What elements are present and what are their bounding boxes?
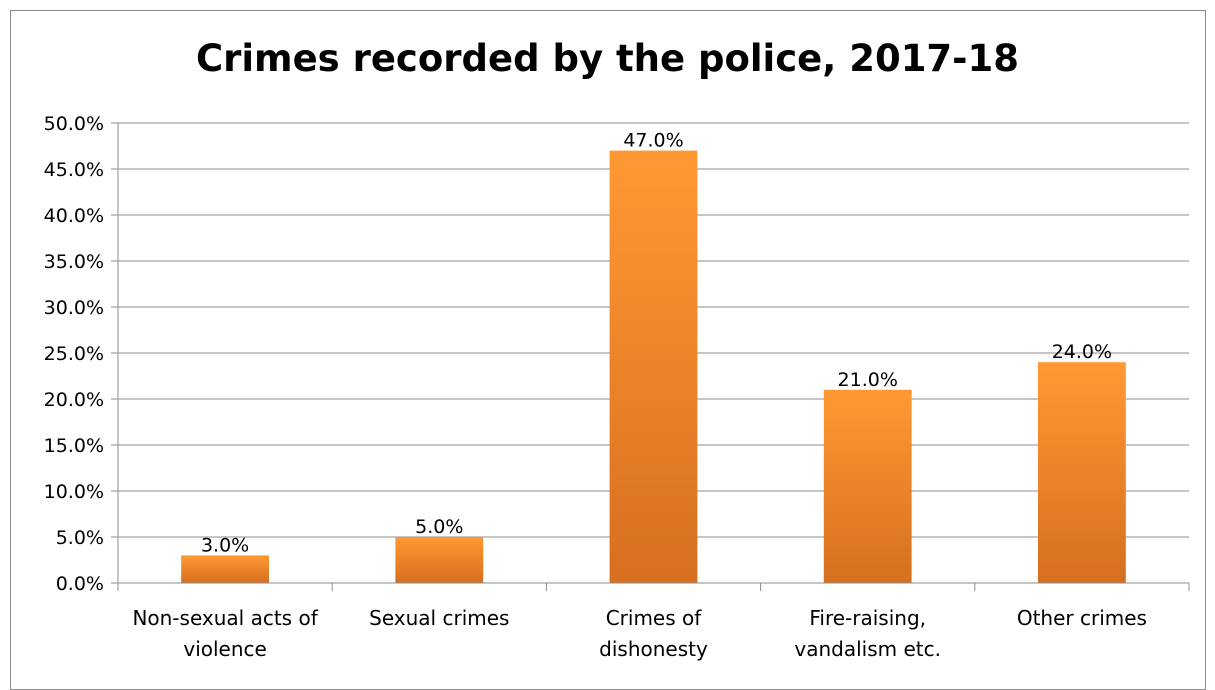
x-tick-label: Sexual crimes: [369, 606, 509, 630]
x-tick-label: Fire-raising,: [809, 606, 926, 630]
x-tick-label: dishonesty: [599, 637, 708, 661]
x-tick-label: Non-sexual acts of: [132, 606, 318, 630]
bar: [609, 150, 698, 583]
data-label: 21.0%: [838, 369, 898, 391]
bar-chart: 0.0% 5.0% 10.0% 15.0% 20.0% 25.0% 30.0% 35.0% 40…: [44, 113, 1190, 661]
data-labels: 3.0% 5.0% 47.0% 21.0% 24.0%: [201, 130, 1112, 557]
bar: [823, 389, 912, 583]
y-tick-label: 50.0%: [44, 113, 104, 135]
bar: [181, 555, 270, 583]
y-tick-label: 45.0%: [44, 159, 104, 181]
x-tick-label: violence: [183, 637, 266, 661]
y-axis-tick-labels: 0.0% 5.0% 10.0% 15.0% 20.0% 25.0% 30.0% 35.0% 40…: [44, 113, 104, 595]
y-tick-label: 15.0%: [44, 435, 104, 457]
x-tick-label: vandalism etc.: [794, 637, 941, 661]
chart-title: Crimes recorded by the police, 2017-18: [195, 37, 1020, 80]
y-tick-label: 30.0%: [44, 297, 104, 319]
bar: [1037, 362, 1126, 583]
y-tick-label: 20.0%: [44, 389, 104, 411]
data-label: 24.0%: [1052, 341, 1112, 363]
y-tick-label: 25.0%: [44, 343, 104, 365]
data-label: 47.0%: [623, 130, 683, 152]
x-tick-label: Crimes of: [606, 606, 703, 630]
x-tick-label: Other crimes: [1017, 606, 1147, 630]
x-axis: [117, 582, 1190, 591]
y-tick-label: 0.0%: [56, 573, 104, 595]
data-label: 3.0%: [201, 534, 249, 556]
data-label: 5.0%: [415, 516, 463, 538]
y-tick-label: 5.0%: [56, 527, 104, 549]
bars: [181, 150, 1126, 583]
bar: [395, 537, 484, 583]
y-tick-label: 10.0%: [44, 481, 104, 503]
y-tick-label: 35.0%: [44, 251, 104, 273]
category-labels: Non-sexual acts of violence Sexual crimes C…: [132, 606, 1147, 661]
y-tick-label: 40.0%: [44, 205, 104, 227]
